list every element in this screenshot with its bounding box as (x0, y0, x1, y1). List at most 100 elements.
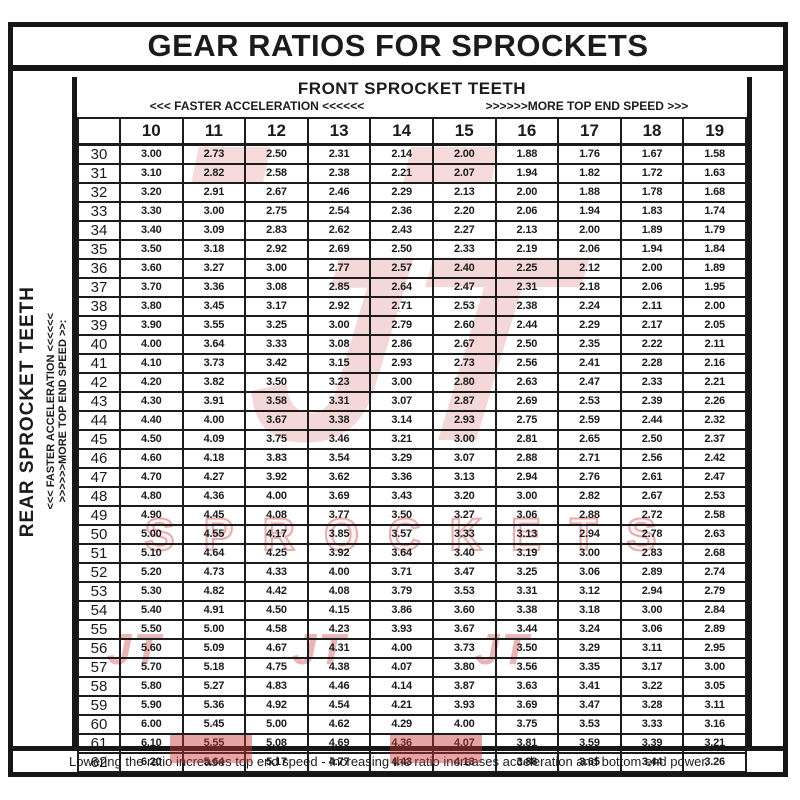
ratio-cell: 2.54 (306, 200, 372, 222)
ratio-cell: 5.20 (119, 561, 184, 583)
ratio-cell: 2.75 (244, 200, 309, 222)
ratio-cell: 4.67 (244, 637, 309, 659)
more-top-end-speed-label: >>>>>>MORE TOP END SPEED >>> (485, 99, 689, 113)
ratio-cell: 3.38 (494, 599, 560, 621)
ratio-cell: 5.55 (181, 732, 247, 754)
ratio-cell: 1.88 (557, 181, 622, 203)
ratio-cell: 3.53 (557, 713, 622, 735)
ratio-cell: 2.16 (682, 352, 747, 374)
ratio-cell: 2.93 (369, 352, 434, 374)
ratio-cell: 2.19 (494, 238, 560, 260)
ratio-cell: 3.21 (369, 428, 434, 450)
ratio-cell: 2.59 (557, 409, 622, 431)
ratio-cell: 2.43 (369, 219, 434, 241)
ratio-cell: 2.88 (557, 504, 622, 526)
front-teeth-header: 11 (181, 117, 247, 146)
ratio-cell: 3.17 (244, 295, 309, 317)
ratio-cell: 2.86 (369, 333, 434, 355)
ratio-cell: 2.21 (682, 371, 747, 393)
ratio-cell: 2.24 (557, 295, 622, 317)
ratio-cell: 1.63 (682, 162, 747, 184)
ratio-cell: 4.15 (306, 599, 372, 621)
ratio-cell: 2.18 (557, 276, 622, 298)
ratio-cell: 3.42 (244, 352, 309, 374)
rear-teeth-cell: 59 (77, 694, 121, 716)
ratio-cell: 2.73 (181, 143, 247, 165)
table-row: 57 5.70 5.18 4.75 4.38 4.07 3.80 3.56 3.35 3.17 3.… (77, 656, 747, 678)
rear-teeth-cell: 55 (77, 618, 121, 640)
ratio-cell: 2.69 (306, 238, 372, 260)
ratio-cell: 4.83 (244, 675, 309, 697)
ratio-cell: 2.00 (557, 219, 622, 241)
ratio-cell: 2.67 (619, 485, 685, 507)
ratio-cell: 2.14 (369, 143, 434, 165)
ratio-cell: 2.91 (181, 181, 247, 203)
ratio-cell: 4.69 (306, 732, 372, 754)
ratio-cell: 3.23 (306, 371, 372, 393)
table-row: 40 4.00 3.64 3.33 3.08 2.86 2.67 2.50 2.35 2.22 2.… (77, 333, 747, 355)
ratio-cell: 3.58 (244, 390, 309, 412)
ratio-cell: 2.89 (682, 618, 747, 640)
ratio-cell: 2.61 (619, 466, 685, 488)
ratio-cell: 5.80 (119, 675, 184, 697)
ratio-cell: 2.69 (494, 390, 560, 412)
table-row: 51 5.10 4.64 4.25 3.92 3.64 3.40 3.19 3.00 2.83 2.… (77, 542, 747, 564)
rear-teeth-cell: 46 (77, 447, 121, 469)
ratio-cell: 2.00 (682, 295, 747, 317)
ratio-cell: 3.33 (244, 333, 309, 355)
ratio-cell: 3.85 (306, 523, 372, 545)
ratio-cell: 2.17 (619, 314, 685, 336)
ratio-cell: 3.08 (306, 333, 372, 355)
ratio-cell: 5.10 (119, 542, 184, 564)
rear-sprocket-axis-label: REAR SPROCKET TEETH (16, 285, 38, 538)
ratio-cell: 1.76 (557, 143, 622, 165)
ratio-cell: 2.35 (557, 333, 622, 355)
ratio-cell: 4.07 (369, 656, 434, 678)
ratio-cell: 4.10 (119, 352, 184, 374)
ratio-cell: 3.27 (181, 257, 247, 279)
ratio-cell: 3.75 (494, 713, 560, 735)
ratio-cell: 2.37 (682, 428, 747, 450)
rear-more-top-end-label: >>>>>>MORE TOP END SPEED >>: (56, 319, 69, 503)
ratio-cell: 2.82 (181, 162, 247, 184)
ratio-cell: 3.31 (494, 580, 560, 602)
ratio-cell: 3.73 (181, 352, 247, 374)
ratio-cell: 3.53 (431, 580, 497, 602)
ratio-cell: 4.27 (181, 466, 247, 488)
rear-teeth-cell: 50 (77, 523, 121, 545)
rear-axis-direction-label: <<< FASTER ACCELERATION <<<<<< >>>>>>MOR… (45, 313, 69, 510)
ratio-cell: 3.00 (119, 143, 184, 165)
ratio-cell: 3.73 (431, 637, 497, 659)
ratio-cell: 6.10 (119, 732, 184, 754)
table-row: 47 4.70 4.27 3.92 3.62 3.36 3.13 2.94 2.76 2.61 2.… (77, 466, 747, 488)
ratio-cell: 3.11 (619, 637, 685, 659)
table-row: 44 4.40 4.00 3.67 3.38 3.14 2.93 2.75 2.59 2.44 2.… (77, 409, 747, 431)
ratio-cell: 2.11 (682, 333, 747, 355)
ratio-cell: 4.73 (181, 561, 247, 583)
rear-teeth-cell: 61 (77, 732, 121, 754)
ratio-cell: 2.75 (494, 409, 560, 431)
ratio-cell: 4.20 (119, 371, 184, 393)
ratio-cell: 2.53 (682, 485, 747, 507)
ratio-cell: 2.28 (619, 352, 685, 374)
table-row: 34 3.40 3.09 2.83 2.62 2.43 2.27 2.13 2.00 1.89 1.… (77, 219, 747, 241)
ratio-cell: 4.70 (119, 466, 184, 488)
table-row: 59 5.90 5.36 4.92 4.54 4.21 3.93 3.69 3.47 3.28 3.… (77, 694, 747, 716)
ratio-cell: 4.80 (119, 485, 184, 507)
front-teeth-header: 16 (494, 117, 560, 146)
ratio-cell: 2.13 (431, 181, 497, 203)
ratio-cell: 3.93 (369, 618, 434, 640)
front-teeth-header: 18 (619, 117, 685, 146)
ratio-cell: 2.44 (619, 409, 685, 431)
ratio-cell: 1.94 (619, 238, 685, 260)
ratio-cell: 3.57 (369, 523, 434, 545)
ratio-cell: 5.30 (119, 580, 184, 602)
ratio-cell: 2.67 (431, 333, 497, 355)
ratio-cell: 2.58 (682, 504, 747, 526)
table-row: 33 3.30 3.00 2.75 2.54 2.36 2.20 2.06 1.94 1.83 1.… (77, 200, 747, 222)
rear-teeth-cell: 40 (77, 333, 121, 355)
table-row: 49 4.90 4.45 4.08 3.77 3.50 3.27 3.06 2.88 2.72 2.… (77, 504, 747, 526)
ratio-cell: 3.82 (181, 371, 247, 393)
ratio-cell: 4.75 (244, 656, 309, 678)
front-sprocket-axis-label: FRONT SPROCKET TEETH (297, 79, 527, 98)
